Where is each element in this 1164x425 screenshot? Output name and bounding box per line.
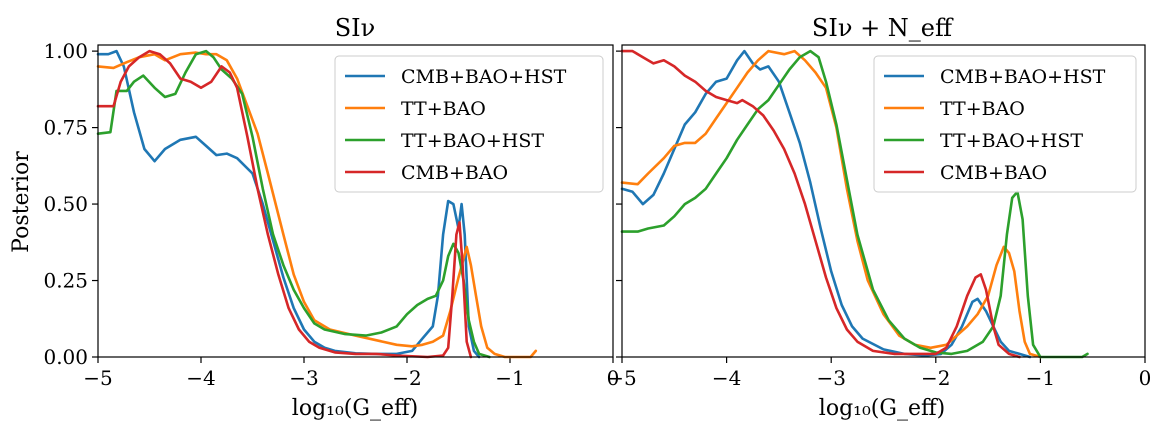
y-tick-label: 1.00 [43, 39, 88, 63]
legend-label: TT+BAO+HST [401, 130, 544, 152]
panel-right-legend: CMB+BAO+HST TT+BAO TT+BAO+HST CMB+BAO [873, 55, 1137, 193]
legend-label: CMB+BAO [401, 162, 508, 184]
y-tick-label: 0.75 [43, 116, 88, 140]
x-tick-label: −3 [289, 366, 318, 390]
panel-right-title: SIν + N_eff [812, 14, 954, 42]
panel-left-title: SIν [335, 14, 376, 42]
x-tick-label: −5 [83, 366, 112, 390]
series-line-3 [96, 49, 473, 359]
panel-right: SIν + N_eff log₁₀(G_eff) −5 −4 −3 −2 −1 0 CMB… [607, 14, 1151, 421]
x-tick-label: −5 [607, 366, 636, 390]
legend-label: CMB+BAO+HST [401, 66, 567, 88]
x-tick-label: −3 [816, 366, 845, 390]
x-tick-label: −2 [392, 366, 421, 390]
series-line-1 [96, 51, 538, 359]
panel-left-ticks: −5 −4 −3 −2 −1 0 0.00 0.25 0.50 0.75 1.00 [43, 39, 619, 390]
legend-label: TT+BAO [940, 98, 1025, 120]
legend-label: TT+BAO [401, 98, 486, 120]
panel-right-x-axis-label: log₁₀(G_eff) [819, 396, 945, 421]
series-line-3 [620, 49, 1021, 359]
series-line-0 [620, 49, 1032, 359]
x-tick-label: −4 [712, 366, 741, 390]
panel-left-y-axis-label: Posterior [9, 151, 34, 253]
panel-right-series-lines [620, 49, 1089, 359]
panel-left: SIν Posterior log₁₀(G_eff) −5 −4 −3 −2 −1 0 0.… [9, 14, 619, 421]
x-tick-label: 0 [1139, 366, 1152, 390]
x-tick-label: −1 [495, 366, 524, 390]
legend-label: CMB+BAO+HST [940, 66, 1106, 88]
x-tick-label: −2 [921, 366, 950, 390]
y-tick-label: 0.50 [43, 192, 88, 216]
panel-left-axes-frame [97, 44, 614, 358]
legend-label: TT+BAO+HST [940, 130, 1083, 152]
y-tick-label: 0.00 [43, 345, 88, 369]
panel-left-x-axis-label: log₁₀(G_eff) [292, 396, 418, 421]
y-tick-label: 0.25 [43, 269, 88, 293]
panel-left-legend: CMB+BAO+HST TT+BAO TT+BAO+HST CMB+BAO [334, 55, 604, 193]
series-line-0 [96, 49, 481, 359]
panel-left-series-lines [96, 49, 538, 359]
panel-right-axes-frame [621, 44, 1146, 358]
legend-label: CMB+BAO [940, 162, 1047, 184]
series-line-2 [620, 49, 1089, 359]
x-tick-label: 0 [607, 366, 620, 390]
legend-box [873, 55, 1137, 193]
legend-box [334, 55, 604, 193]
x-tick-label: −4 [186, 366, 215, 390]
panel-right-ticks: −5 −4 −3 −2 −1 0 [607, 50, 1152, 390]
series-line-2 [96, 49, 491, 359]
x-tick-label: −1 [1026, 366, 1055, 390]
